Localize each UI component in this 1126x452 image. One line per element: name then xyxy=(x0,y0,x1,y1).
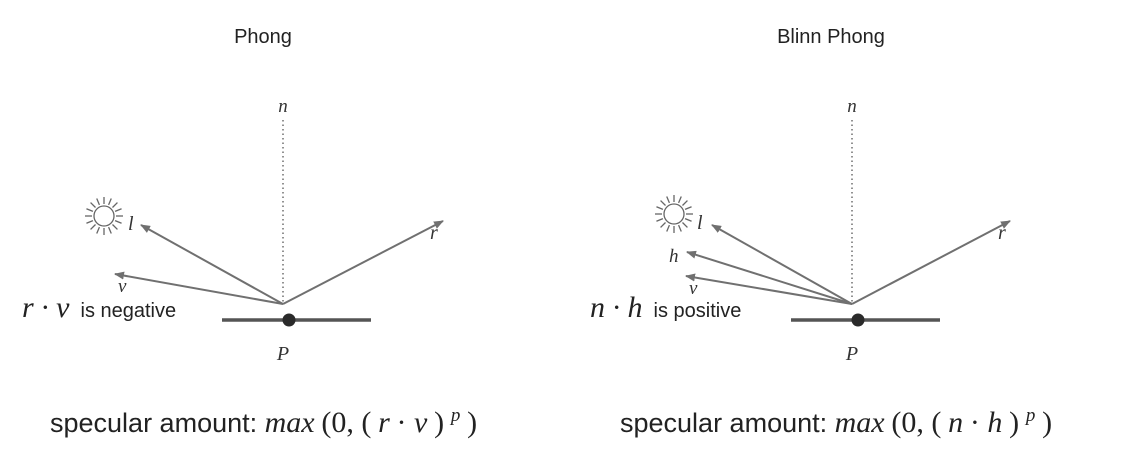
sun-ray xyxy=(114,219,122,224)
blinn-formula-close: ) xyxy=(1009,406,1019,439)
phong-formula-func: max xyxy=(265,406,316,439)
blinn-formula-dot: · xyxy=(970,406,988,439)
sun-ray xyxy=(677,224,682,232)
phong-formula-dot: · xyxy=(397,406,415,439)
sun-ray xyxy=(660,200,666,206)
blinn-formula-exp: p xyxy=(1024,405,1036,426)
blinn-formula-a: n xyxy=(948,406,963,439)
phong-point-label: P xyxy=(276,343,289,365)
phong-formula-b: v xyxy=(414,406,428,439)
blinn-formula-func: max xyxy=(835,406,886,439)
sun-ray xyxy=(86,219,94,224)
sun-ray xyxy=(107,226,112,234)
phong-formula-open: (0, ( xyxy=(321,406,371,439)
sun-ray xyxy=(660,222,666,228)
phong-light-vector xyxy=(140,224,284,305)
phong-reflect-vector xyxy=(282,220,444,305)
phong-panel: Phong n l r v P r · v is negative specul… xyxy=(22,26,477,439)
blinn-formula: specular amount: max (0, ( n · h ) p ) xyxy=(620,397,1052,439)
blinn-normal-label: n xyxy=(847,96,857,117)
phong-formula-prefix: specular amount: xyxy=(50,408,265,438)
phong-condition-text: is negative xyxy=(81,300,177,322)
phong-formula-a: r xyxy=(378,406,390,439)
sun-ray xyxy=(684,217,692,222)
sun-icon xyxy=(655,195,693,233)
sun-ray xyxy=(107,198,112,206)
phong-point xyxy=(282,313,296,327)
phong-condition: r · v is negative xyxy=(22,291,176,324)
blinn-light-vector xyxy=(711,224,853,305)
phong-normal-label: n xyxy=(278,96,288,117)
sun-ray xyxy=(96,198,101,206)
sun-ray xyxy=(90,224,96,230)
sun-ray xyxy=(682,222,688,228)
sun-ray xyxy=(677,196,682,204)
blinn-formula-end: ) xyxy=(1042,406,1052,439)
phong-condition-expr: r · v xyxy=(22,291,70,324)
sun-ray xyxy=(90,202,96,208)
phong-title: Phong xyxy=(234,26,292,48)
blinn-point-label: P xyxy=(845,343,858,365)
sun-ray xyxy=(112,224,118,230)
blinn-condition-text: is positive xyxy=(654,300,742,322)
phong-formula-end: ) xyxy=(467,406,477,439)
sun-ray xyxy=(112,202,118,208)
phong-light-label: l xyxy=(128,213,134,235)
sun-ray xyxy=(114,208,122,213)
sun-ray xyxy=(656,206,664,211)
sun-icon xyxy=(85,197,123,235)
sun-ray xyxy=(666,224,671,232)
phong-reflect-label: r xyxy=(430,222,438,244)
sun-ray xyxy=(666,196,671,204)
blinn-point xyxy=(851,313,865,327)
blinn-view-label: v xyxy=(689,278,698,299)
sun-ray xyxy=(656,217,664,222)
blinn-phong-panel: Blinn Phong n l h v r P n · h is positiv… xyxy=(590,26,1052,439)
blinn-formula-b: h xyxy=(987,406,1002,439)
phong-formula-exp: p xyxy=(449,405,461,426)
blinn-condition: n · h is positive xyxy=(590,291,741,324)
blinn-halfway-label: h xyxy=(669,246,679,267)
phong-view-label: v xyxy=(118,276,127,297)
blinn-condition-expr: n · h xyxy=(590,291,643,324)
blinn-title: Blinn Phong xyxy=(777,26,885,48)
blinn-formula-prefix: specular amount: xyxy=(620,408,835,438)
sun-ray xyxy=(96,226,101,234)
blinn-reflect-vector xyxy=(851,220,1011,305)
sun-ray xyxy=(684,206,692,211)
sun-ray xyxy=(682,200,688,206)
phong-formula: specular amount: max (0, ( r · v ) p ) xyxy=(50,397,477,439)
blinn-formula-open: (0, ( xyxy=(891,406,941,439)
blinn-view-vector xyxy=(685,273,853,305)
phong-view-vector xyxy=(114,271,284,305)
sun-ray xyxy=(86,208,94,213)
blinn-light-label: l xyxy=(697,212,703,234)
blinn-reflect-label: r xyxy=(998,222,1006,244)
blinn-halfway-vector xyxy=(686,250,853,305)
phong-formula-close: ) xyxy=(434,406,444,439)
